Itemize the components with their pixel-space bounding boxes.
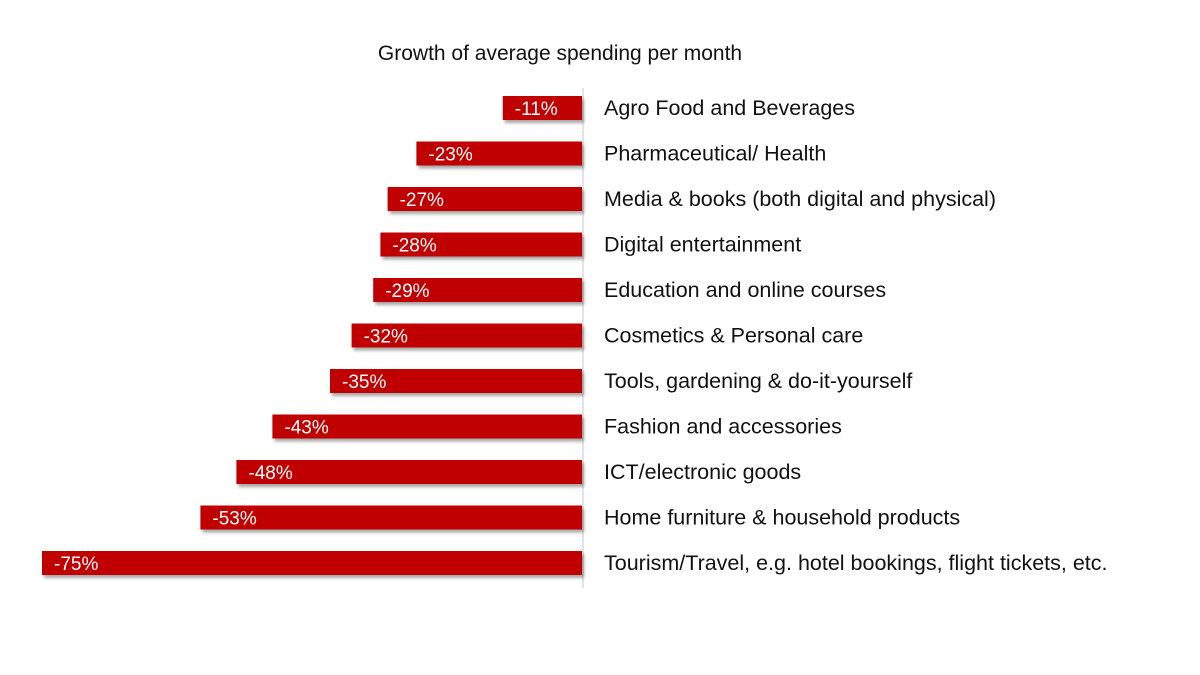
category-label: Agro Food and Beverages — [604, 96, 855, 120]
bar — [272, 414, 582, 439]
data-label: -28% — [392, 236, 436, 257]
data-label: -48% — [248, 463, 292, 484]
data-label: -43% — [284, 418, 328, 439]
category-label: Cosmetics & Personal care — [604, 324, 863, 348]
data-label: -35% — [342, 372, 386, 393]
data-label: -11% — [515, 99, 558, 120]
category-label: Fashion and accessories — [604, 415, 842, 439]
data-label: -23% — [428, 145, 472, 166]
bar — [502, 96, 582, 120]
bar — [416, 141, 582, 166]
bar — [387, 187, 582, 211]
data-label: -29% — [385, 281, 429, 302]
category-label: Digital entertainment — [604, 233, 801, 257]
category-label: Pharmaceutical/ Health — [604, 142, 826, 166]
bar — [200, 505, 582, 530]
bar — [42, 551, 582, 575]
bar — [236, 460, 582, 484]
data-label: -75% — [54, 554, 98, 575]
category-label: ICT/electronic goods — [604, 460, 801, 484]
category-label: Tourism/Travel, e.g. hotel bookings, fli… — [604, 551, 1107, 575]
data-label: -27% — [400, 190, 444, 211]
bar — [351, 323, 582, 348]
data-label: -53% — [212, 509, 256, 530]
category-label: Tools, gardening & do-it-yourself — [604, 369, 912, 393]
category-label: Education and online courses — [604, 278, 886, 302]
category-label: Home furniture & household products — [604, 506, 960, 530]
chart-title: Growth of average spending per month — [377, 42, 743, 65]
data-label: -32% — [364, 327, 408, 348]
bar — [330, 369, 582, 393]
category-label: Media & books (both digital and physical… — [604, 187, 996, 211]
bar — [380, 232, 582, 257]
bar — [373, 278, 582, 302]
